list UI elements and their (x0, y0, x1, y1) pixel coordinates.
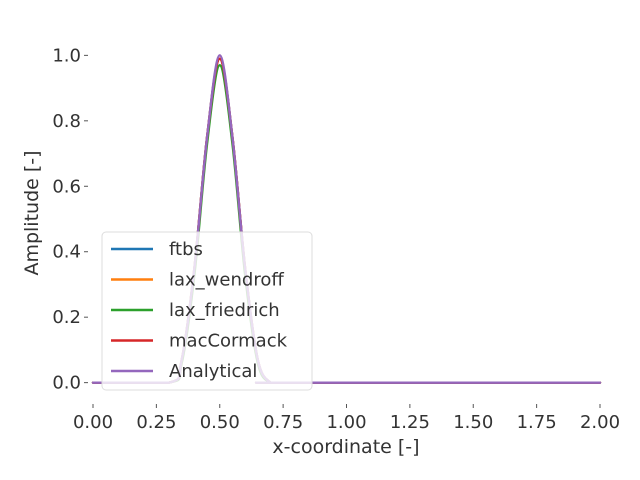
legend-label: lax_wendroff (169, 270, 284, 291)
y-tick-label: 0.2 (52, 307, 81, 328)
y-tick-label: 0.8 (52, 111, 81, 132)
y-axis-label: Amplitude [-] (21, 150, 43, 275)
x-tick-label: 0.25 (136, 412, 176, 433)
x-tick-label: 2.00 (580, 412, 620, 433)
y-tick-label: 0.4 (52, 242, 81, 263)
x-tick-label: 0.75 (263, 412, 303, 433)
y-tick-label: 1.0 (52, 45, 81, 66)
legend-label: ftbs (169, 239, 203, 260)
x-axis-ticks: 0.00 0.25 0.50 0.75 1.00 1.25 1.50 1.75 2.00 (73, 404, 620, 433)
legend: ftbs lax_wendroff lax_friedrich macCormack A… (101, 231, 313, 391)
y-axis-ticks: 0.0 0.2 0.4 0.6 0.8 1.0 (52, 45, 88, 394)
legend-frame (101, 231, 313, 391)
legend-label: Analytical (169, 361, 257, 382)
legend-label: lax_friedrich (169, 300, 280, 321)
x-tick-label: 0.00 (73, 412, 113, 433)
legend-label: macCormack (169, 331, 288, 352)
x-tick-label: 1.50 (453, 412, 493, 433)
x-tick-label: 1.75 (517, 412, 557, 433)
x-tick-label: 0.50 (200, 412, 240, 433)
x-tick-label: 1.25 (390, 412, 430, 433)
x-axis-label: x-coordinate [-] (272, 436, 419, 458)
y-tick-label: 0.6 (52, 176, 81, 197)
x-tick-label: 1.00 (326, 412, 366, 433)
y-tick-label: 0.0 (52, 373, 81, 394)
